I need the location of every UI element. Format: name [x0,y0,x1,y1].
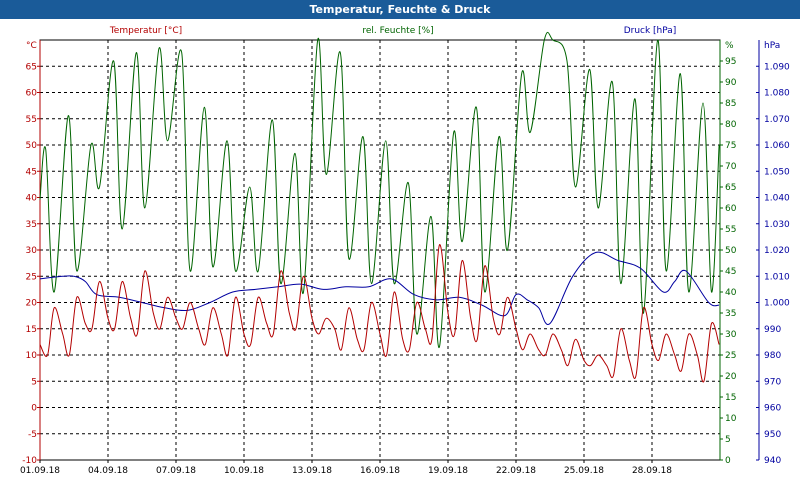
pressure-tick-label: 1.040 [764,194,790,204]
temperature-tick-label: 0 [31,404,37,414]
humidity-tick-label: 70 [725,162,737,172]
temperature-axis: -10 -5 0 5 10 15 20 25 30 35 40 45 50 55 60 65 [22,40,41,466]
humidity-tick-label: 55 [725,225,736,235]
humidity-tick-label: 20 [725,372,737,382]
date-tick-label: 16.09.18 [360,466,400,476]
humidity-series-line [39,31,720,348]
temperature-tick-label: 55 [26,115,37,125]
date-tick-label: 28.09.18 [632,466,672,476]
pressure-tick-label: 980 [764,351,781,361]
humidity-tick-label: 60 [725,204,737,214]
pressure-series-line [39,251,720,326]
temperature-tick-label: 15 [26,325,37,335]
humidity-tick-label: 35 [725,309,736,319]
temperature-tick-label: 25 [26,272,37,282]
pressure-tick-label: 960 [764,404,781,414]
temperature-tick-label: 60 [26,89,38,99]
series-group [39,31,720,383]
pressure-axis-label: Druck [hPa] [624,26,677,36]
temperature-axis-label: Temperatur [°C] [109,26,182,36]
humidity-axis-label: rel. Feuchte [%] [362,26,433,36]
temperature-tick-label: 30 [26,246,38,256]
humidity-tick-label: 90 [725,78,737,88]
humidity-tick-label: 25 [725,351,736,361]
humidity-tick-label: 85 [725,99,736,109]
pressure-tick-label: 1.000 [764,299,790,309]
grid [40,40,720,460]
pressure-tick-label: 940 [764,456,781,466]
pressure-tick-label: 1.020 [764,246,790,256]
temperature-tick-label: 35 [26,220,37,230]
pressure-tick-label: 950 [764,430,781,440]
date-tick-label: 19.09.18 [428,466,468,476]
humidity-axis: 0 5 10 15 20 25 30 35 40 45 50 55 60 65 70 75 80 85 90 95% [719,40,737,466]
humidity-tick-label: 30 [725,330,737,340]
pressure-tick-label: 1.060 [764,141,790,151]
pressure-axis: 940 950 960 970 980 990 1.000 1.010 1.020 1.030 1.… [756,40,790,466]
humidity-tick-label: 10 [725,414,737,424]
temperature-tick-label: -10 [22,456,37,466]
humidity-tick-label: 75 [725,141,736,151]
date-tick-label: 25.09.18 [564,466,604,476]
pressure-tick-label: 990 [764,325,781,335]
humidity-tick-label: 15 [725,393,736,403]
date-tick-label: 10.09.18 [224,466,264,476]
date-tick-label: 22.09.18 [496,466,536,476]
humidity-tick-label: 40 [725,288,737,298]
pressure-tick-label: 970 [764,377,781,387]
humidity-tick-label: 0 [725,456,731,466]
temperature-tick-label: -5 [28,430,37,440]
humidity-unit: % [725,41,734,51]
temperature-tick-label: 65 [26,62,37,72]
pressure-tick-label: 1.030 [764,220,790,230]
humidity-tick-label: 45 [725,267,736,277]
temperature-tick-label: 40 [26,194,38,204]
temperature-tick-label: 10 [26,351,38,361]
temperature-tick-label: 50 [26,141,38,151]
humidity-tick-label: 95 [725,57,736,67]
date-tick-label: 04.09.18 [88,466,128,476]
pressure-tick-label: 1.050 [764,167,790,177]
temperature-unit: °C [26,41,37,51]
date-tick-label: 07.09.18 [156,466,196,476]
pressure-tick-label: 1.080 [764,89,790,99]
humidity-tick-label: 80 [725,120,737,130]
humidity-tick-label: 65 [725,183,736,193]
humidity-tick-label: 50 [725,246,737,256]
temperature-tick-label: 5 [31,377,37,387]
pressure-tick-label: 1.070 [764,115,790,125]
pressure-unit: hPa [764,41,780,51]
temperature-series-line [39,244,720,383]
temperature-tick-label: 20 [26,299,38,309]
date-tick-label: 01.09.18 [20,466,60,476]
date-tick-label: 13.09.18 [292,466,332,476]
chart-area: Temperatur [°C] rel. Feuchte [%] Druck [… [0,19,800,500]
temperature-tick-label: 45 [26,167,37,177]
pressure-tick-label: 1.010 [764,272,790,282]
humidity-tick-label: 5 [725,435,731,445]
chart-title: Temperatur, Feuchte & Druck [0,0,800,19]
date-axis: 01.09.18 04.09.18 07.09.18 10.09.18 13.09.18… [20,460,672,476]
pressure-tick-label: 1.090 [764,62,790,72]
